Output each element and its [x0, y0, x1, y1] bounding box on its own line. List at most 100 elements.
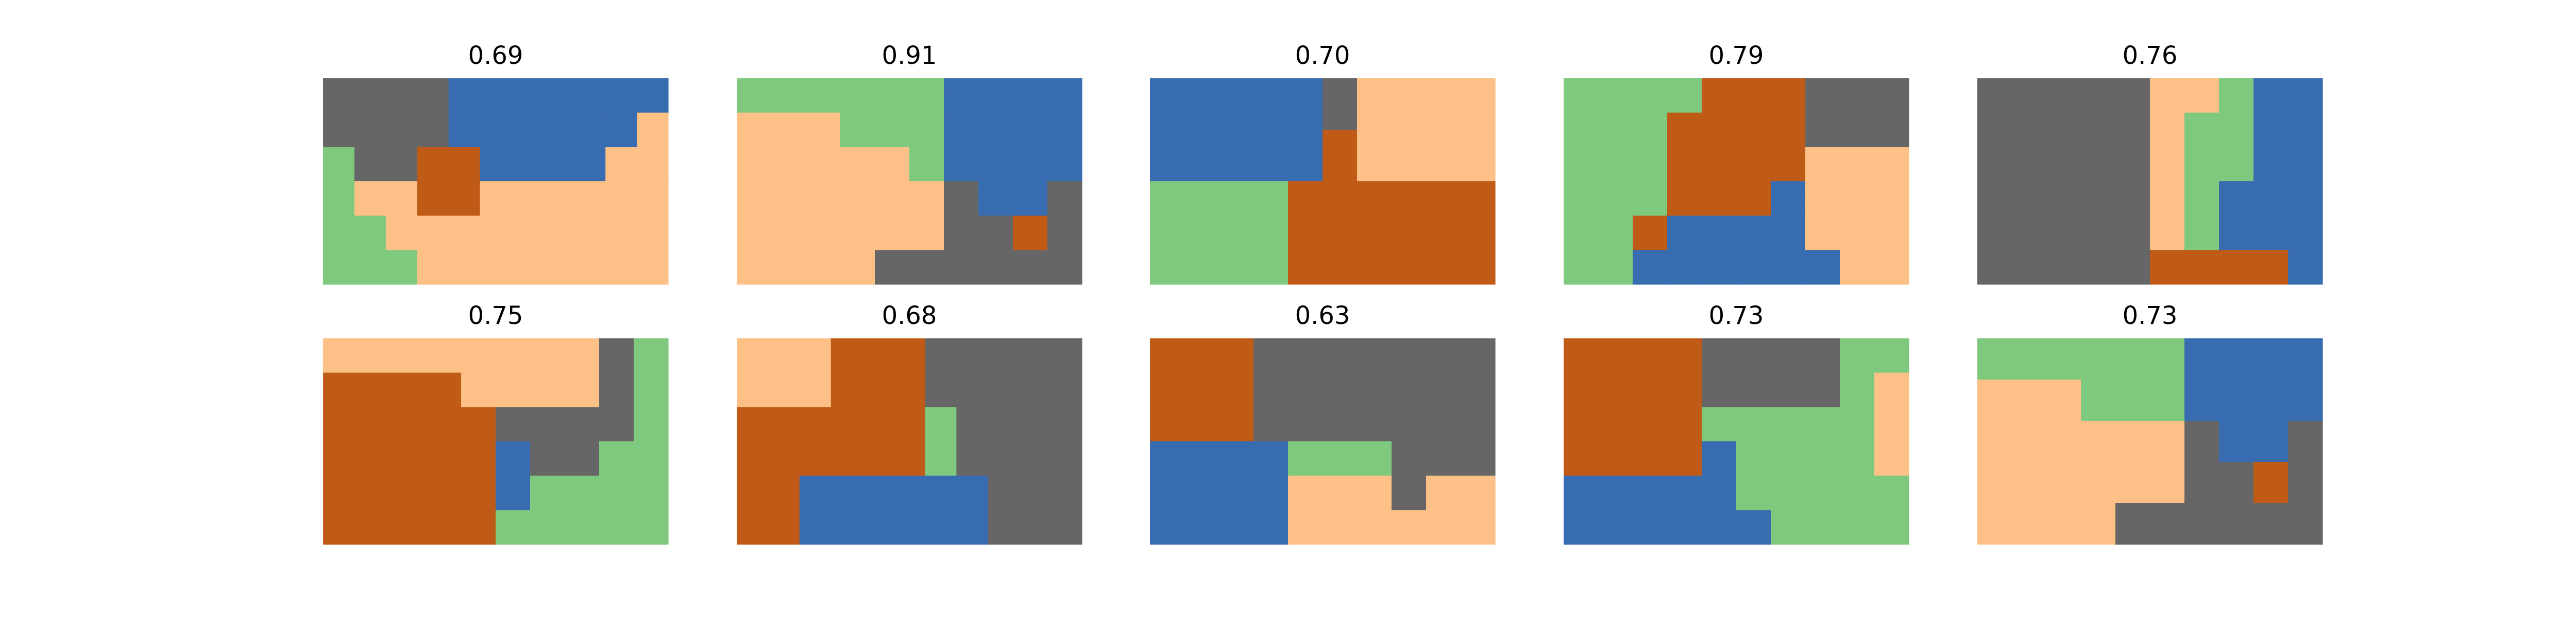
panel-8-cell-5-5	[1323, 510, 1358, 545]
panel-8-cell-0-5	[1323, 338, 1358, 373]
panel-3-cell-0-6	[1357, 78, 1392, 130]
panel-10-cell-9-2	[2046, 524, 2081, 545]
panel-10-cell-5-7	[2219, 441, 2254, 462]
panel-2-cell-1-1	[771, 95, 806, 113]
panel-8-cell-1-8	[1426, 372, 1461, 407]
panel-2-cell-11-6	[944, 267, 979, 285]
panel-3-cell-1-4	[1288, 130, 1323, 182]
panel-5-cell-1-8	[2253, 112, 2289, 147]
panel-4-cell-0-7	[1805, 78, 1840, 96]
panel-1-cell-0-9	[605, 78, 637, 113]
panel-2-cell-7-7	[978, 198, 1013, 216]
panel-2-cell-3-2	[806, 130, 841, 147]
panel-10-cell-4-6	[2184, 421, 2219, 442]
panel-7-cell-1-4	[862, 372, 894, 407]
panel-5-cell-3-1	[2012, 181, 2047, 216]
panel-10-cell-6-1	[2012, 462, 2047, 483]
panel-7-cell-2-3	[831, 407, 863, 442]
panel-2-cell-4-6	[944, 147, 979, 165]
panel-5-cell-1-1	[2012, 112, 2047, 147]
panel-2-cell-5-4	[875, 164, 910, 182]
panel-10-cell-1-9	[2288, 359, 2323, 380]
panel-2-cell-10-6	[944, 250, 979, 268]
panel-10-cell-9-9	[2288, 524, 2323, 545]
panel-1-cell-3-3	[417, 181, 449, 216]
panel-4-cell-10-7	[1805, 250, 1840, 268]
panel-2-cell-1-4	[875, 95, 910, 113]
panel-3-cell-1-7	[1392, 130, 1427, 182]
panel-2-cell-6-4	[875, 181, 910, 199]
panel-10-cell-7-2	[2046, 483, 2081, 504]
panel-6-cell-4-0	[323, 475, 358, 510]
panel-6-cell-1-9	[634, 372, 669, 407]
panel-10-cell-2-5	[2150, 380, 2185, 401]
panel-6-cell-5-7	[565, 510, 600, 545]
panel-4-cell-9-0	[1564, 233, 1599, 250]
panel-7-cell-3-5	[893, 441, 926, 476]
panel-1-cell-5-1	[354, 250, 386, 285]
panel-3-cell-2-4	[1288, 181, 1323, 233]
panel-2-cell-1-6	[944, 95, 979, 113]
panel-4-cell-11-1	[1598, 267, 1633, 285]
panel-6-cell-2-8	[599, 407, 634, 442]
panel-6-cell-4-7	[565, 475, 600, 510]
panel-8-cell-3-6	[1357, 441, 1392, 476]
panel-4-cell-7-3	[1667, 198, 1702, 216]
panel-1-cell-4-8	[574, 215, 606, 250]
panel-2-cell-0-4	[875, 78, 910, 96]
panel-4-cell-9-7	[1805, 233, 1840, 250]
panel-2: 0.91	[737, 41, 1082, 285]
panel-6-cell-1-4	[461, 372, 496, 407]
panel-9-cell-3-6	[1771, 441, 1806, 476]
panel-5-cell-0-7	[2219, 78, 2254, 113]
panel-2-cell-7-1	[771, 198, 806, 216]
panel-10-cell-5-1	[2012, 441, 2047, 462]
panel-3-cell-2-7	[1392, 181, 1427, 233]
panel-10-cell-8-4	[2115, 503, 2150, 524]
panel-5-cell-0-9	[2288, 78, 2323, 113]
panel-7-cell-1-5	[893, 372, 926, 407]
panel-7-cell-0-9	[1019, 338, 1051, 373]
panel-7-cell-5-6	[925, 510, 957, 545]
panel-9-cell-2-1	[1598, 407, 1633, 442]
panel-6-cell-3-0	[323, 441, 358, 476]
panel-2-cell-0-9	[1047, 78, 1082, 96]
panel-2-cell-1-3	[840, 95, 875, 113]
panel-10-cell-6-7	[2219, 462, 2254, 483]
panel-10-cell-4-3	[2081, 421, 2116, 442]
panel-8-cell-0-8	[1426, 338, 1461, 373]
panel-6-cell-2-4	[461, 407, 496, 442]
panel-1-cell-1-10	[637, 112, 669, 147]
panel-5-cell-2-8	[2253, 147, 2289, 182]
panel-5-cell-4-4	[2115, 215, 2150, 250]
panel-2-cell-6-1	[771, 181, 806, 199]
panel-10-cell-4-0	[1977, 421, 2012, 442]
panel-1-cell-1-7	[543, 112, 574, 147]
panel-4-cell-11-7	[1805, 267, 1840, 285]
panel-2-cell-3-1	[771, 130, 806, 147]
panel-7-cell-1-1	[768, 372, 800, 407]
panel-7-cell-2-9	[1019, 407, 1051, 442]
panel-2-cell-8-0	[737, 215, 772, 233]
panel-8-cell-2-9	[1461, 407, 1496, 442]
panel-1-cell-2-6	[511, 147, 543, 182]
panel-6-cell-4-1	[358, 475, 393, 510]
panel-5-cell-1-5	[2150, 112, 2185, 147]
panel-9-cell-2-9	[1874, 407, 1909, 442]
panel-7-cell-4-9	[1019, 475, 1051, 510]
panel-1-cell-3-10	[637, 181, 669, 216]
panel-1-cell-5-5	[480, 250, 512, 285]
panel-2-cell-0-8	[1013, 78, 1048, 96]
panel-2-cell-2-0	[737, 112, 772, 130]
panel-4-cell-4-2	[1633, 147, 1668, 165]
panel-8-cell-5-0	[1150, 510, 1185, 545]
panel-6-cell-0-7	[565, 338, 600, 373]
panel-2-cell-2-4	[875, 112, 910, 130]
panel-4-cell-8-8	[1840, 215, 1875, 233]
panel-5-cell-1-6	[2184, 112, 2219, 147]
panel-9-cell-1-6	[1771, 372, 1806, 407]
panel-1-cell-1-6	[511, 112, 543, 147]
panel-10-cell-7-4	[2115, 483, 2150, 504]
panel-2-cell-11-1	[771, 267, 806, 285]
panel-7-cell-5-8	[988, 510, 1020, 545]
